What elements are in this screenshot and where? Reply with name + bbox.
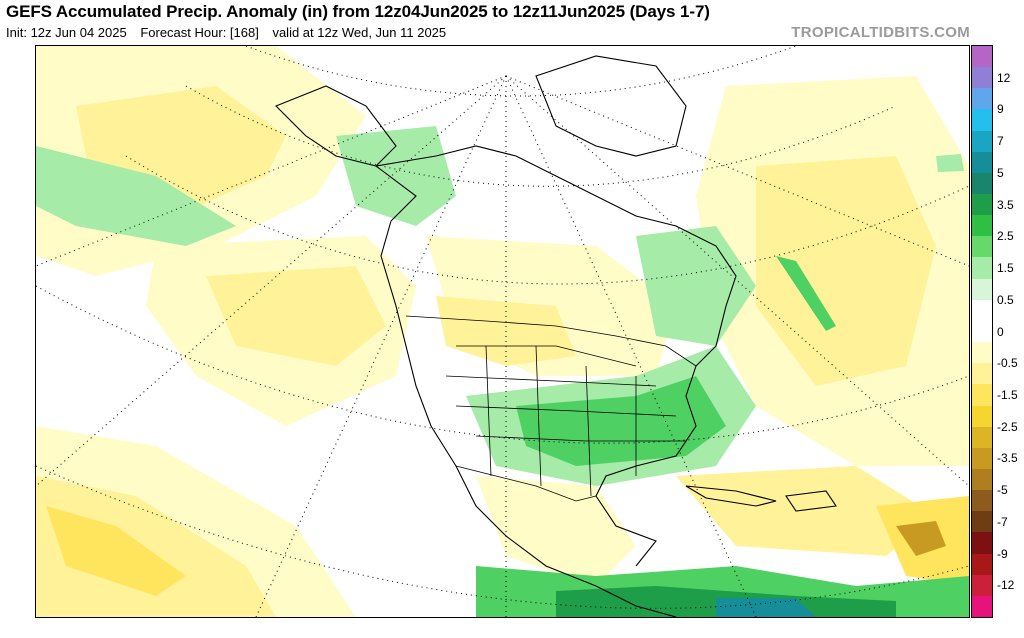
colorbar-swatch bbox=[972, 151, 992, 174]
colorbar-swatch bbox=[972, 468, 992, 491]
meridian-line bbox=[505, 75, 969, 487]
political-borders bbox=[405, 315, 697, 502]
wet-region-north-atlantic-streak bbox=[776, 256, 836, 331]
colorbar-tick-label: 1.5 bbox=[997, 261, 1014, 276]
border-us-mexico bbox=[455, 465, 597, 502]
graticule bbox=[36, 46, 969, 617]
colorbar-swatch bbox=[972, 574, 992, 597]
coastline-cuba bbox=[685, 485, 777, 507]
colorbar-tick-label: -0.5 bbox=[997, 356, 1018, 371]
parallel-line bbox=[245, 46, 797, 97]
colorbar-tick-label: -9 bbox=[997, 546, 1008, 561]
colorbar-tick-label: -1.5 bbox=[997, 387, 1018, 402]
anomaly-wet-regions bbox=[36, 126, 969, 617]
colorbar-swatch bbox=[972, 130, 992, 153]
colorbar-swatch bbox=[972, 363, 992, 385]
chart-title: GEFS Accumulated Precip. Anomaly (in) fr… bbox=[6, 2, 710, 21]
wet-region-pacific-band bbox=[36, 146, 236, 246]
border-us-states bbox=[445, 345, 686, 497]
colorbar-swatch bbox=[972, 426, 992, 449]
colorbar-swatch bbox=[972, 215, 992, 237]
wet-region-tropical-pacific-extreme bbox=[716, 598, 816, 617]
wet-region-east-canada bbox=[636, 226, 756, 346]
wet-region-west-canada bbox=[336, 126, 456, 226]
colorbar-swatch bbox=[972, 405, 992, 428]
colorbar-swatch bbox=[972, 67, 992, 89]
colorbar-tick-label: 9 bbox=[997, 102, 1004, 117]
precip-anomaly-map bbox=[35, 45, 970, 618]
map-svg bbox=[36, 46, 969, 617]
chart-subtitle: Init: 12z Jun 04 2025 Forecast Hour: [16… bbox=[6, 25, 456, 40]
colorbar-swatch bbox=[972, 299, 992, 322]
coastlines bbox=[275, 55, 837, 617]
colorbar-swatch bbox=[972, 88, 992, 110]
wet-region-southeast-us-core bbox=[516, 376, 726, 466]
dry-region-south-pacific-strong bbox=[46, 506, 186, 596]
coastline-alaska bbox=[275, 85, 397, 167]
dry-region-mexico bbox=[476, 476, 636, 586]
colorbar-tick-label: 7 bbox=[997, 134, 1004, 149]
colorbar-swatch bbox=[972, 511, 992, 533]
init-time: Init: 12z Jun 04 2025 bbox=[6, 25, 127, 40]
site-credit: TROPICALTIDBITS.COM bbox=[791, 24, 970, 41]
meridian-line bbox=[505, 75, 969, 267]
parallel-line bbox=[185, 85, 897, 187]
colorbar-swatch bbox=[972, 490, 992, 512]
colorbar-tick-label: 0.5 bbox=[997, 292, 1014, 307]
coastline-greenland bbox=[535, 55, 687, 157]
dry-region-atlantic-core bbox=[756, 156, 936, 386]
colorbar-swatch bbox=[972, 553, 992, 576]
colorbar-swatch bbox=[972, 236, 992, 258]
dry-region-south-pacific-core bbox=[36, 476, 276, 617]
dry-region-caribbean bbox=[676, 466, 936, 556]
colorbar-swatch bbox=[972, 595, 992, 618]
anomaly-dry-regions bbox=[36, 46, 969, 617]
colorbar-swatch bbox=[972, 194, 992, 216]
colorbar-swatch bbox=[972, 109, 992, 132]
colorbar-swatch bbox=[972, 172, 992, 195]
colorbar-tick-label: 0 bbox=[997, 324, 1004, 339]
coastline-hispaniola bbox=[785, 490, 837, 512]
colorbar-swatch bbox=[972, 46, 992, 68]
border-us-canada bbox=[405, 315, 697, 367]
colorbar-swatch bbox=[972, 257, 992, 280]
colorbar-swatch bbox=[972, 532, 992, 555]
colorbar-tick-label: 2.5 bbox=[997, 229, 1014, 244]
wet-region-greenland-east bbox=[936, 154, 964, 172]
colorbar bbox=[971, 45, 993, 618]
parallel-line bbox=[36, 285, 969, 444]
dry-region-east-pacific-core bbox=[206, 266, 386, 366]
parallel-line bbox=[125, 155, 969, 285]
colorbar-tick-label: 5 bbox=[997, 165, 1004, 180]
colorbar-tick-label: -5 bbox=[997, 483, 1008, 498]
colorbar-swatch bbox=[972, 278, 992, 301]
parallel-line bbox=[36, 465, 969, 609]
colorbar-swatch bbox=[972, 342, 992, 364]
valid-time: valid at 12z Wed, Jun 11 2025 bbox=[272, 25, 447, 40]
colorbar-tick-label: 3.5 bbox=[997, 197, 1014, 212]
forecast-hour: Forecast Hour: [168] bbox=[140, 25, 259, 40]
colorbar-tick-label: -7 bbox=[997, 514, 1008, 529]
coastline-north-america bbox=[375, 145, 737, 617]
colorbar-tick-label: -12 bbox=[997, 578, 1015, 593]
dry-region-central-america-extreme bbox=[896, 521, 946, 556]
colorbar-tick-label: -2.5 bbox=[997, 419, 1018, 434]
colorbar-tick-label: -3.5 bbox=[997, 451, 1018, 466]
colorbar-swatch bbox=[972, 384, 992, 406]
colorbar-swatch bbox=[972, 447, 992, 470]
colorbar-tick-label: 12 bbox=[997, 70, 1011, 85]
colorbar-swatch bbox=[972, 320, 992, 343]
